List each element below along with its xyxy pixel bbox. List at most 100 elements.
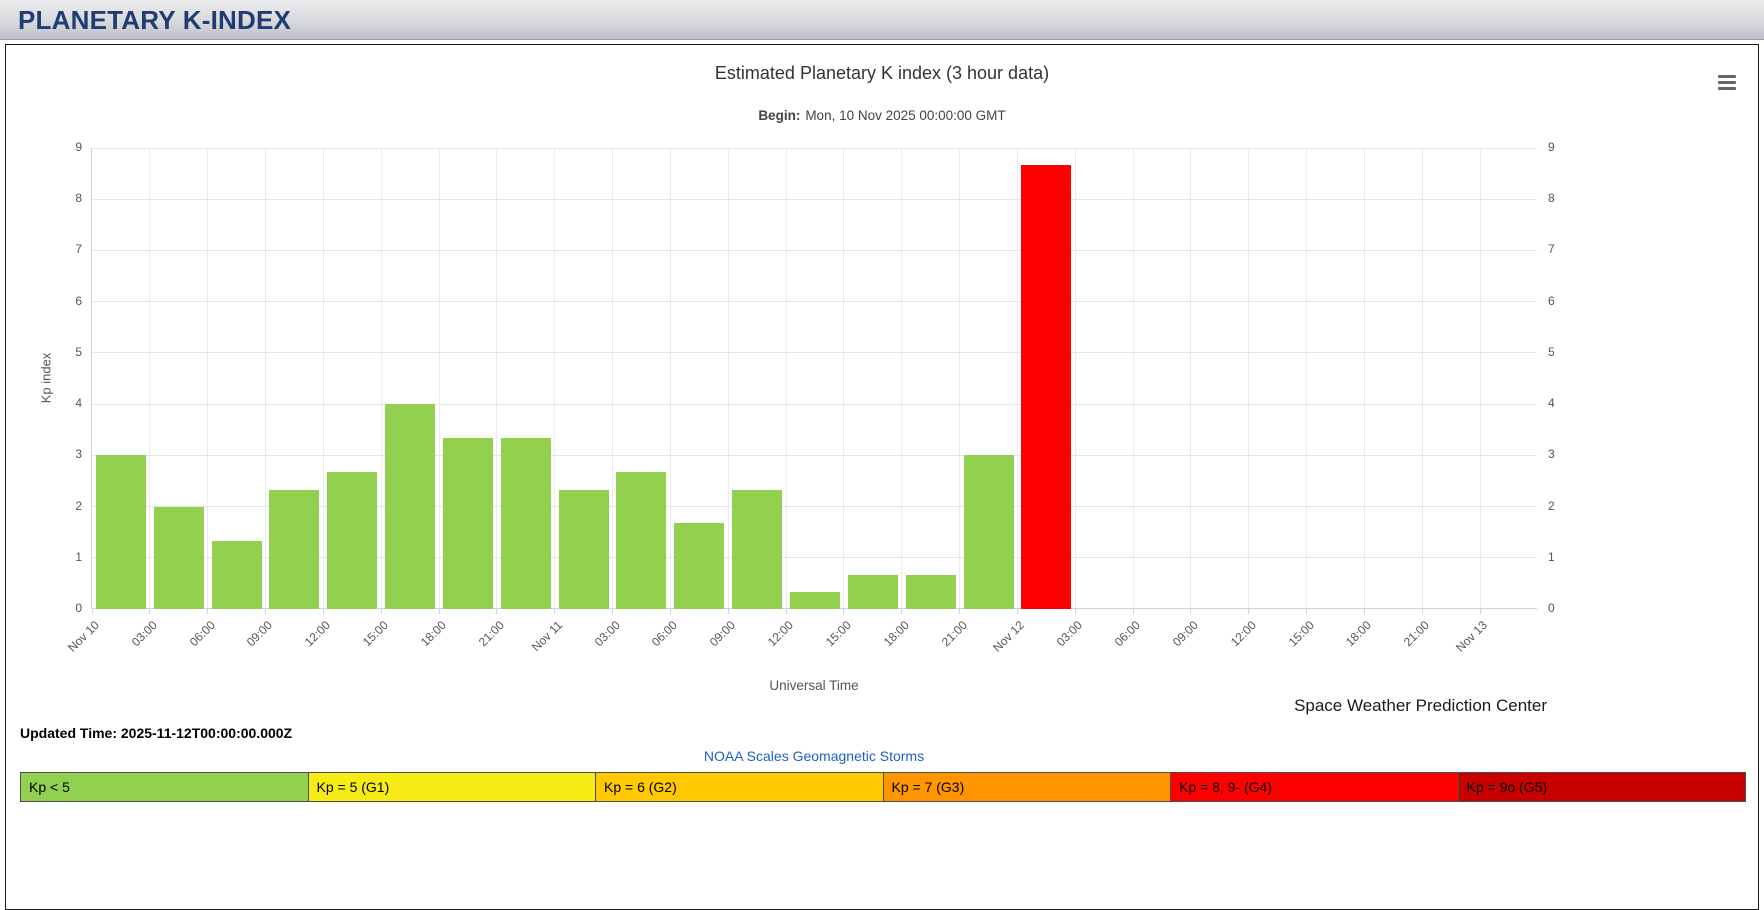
y-axis-label: 8 [75, 191, 82, 206]
kp-bar[interactable] [616, 472, 667, 609]
axis-tick [380, 609, 382, 614]
kp-bar[interactable] [211, 540, 262, 609]
chart-panel: Estimated Planetary K index (3 hour data… [5, 44, 1759, 910]
axis-tick [612, 609, 614, 614]
gridline [1016, 148, 1018, 608]
legend-item: Kp = 7 (G3) [883, 773, 1171, 801]
y-axis-label: 5 [75, 344, 82, 359]
axis-tick [785, 609, 787, 614]
axis-tick [1190, 609, 1192, 614]
y-axis-label: 6 [75, 293, 82, 308]
updated-time: Updated Time: 2025-11-12T00:00:00.000Z [20, 725, 292, 741]
axis-tick [1306, 609, 1308, 614]
axis-tick [727, 609, 729, 614]
kp-bar[interactable] [269, 489, 320, 609]
y-axis-label: 7 [1548, 242, 1555, 257]
y-axis-label: 5 [1548, 344, 1555, 359]
gridline [92, 403, 1537, 405]
gridline [322, 148, 324, 608]
y-axis-label: 4 [1548, 396, 1555, 411]
y-axis-label: 2 [1548, 498, 1555, 513]
gridline [92, 198, 1537, 200]
axis-tick [1248, 609, 1250, 614]
axis-tick [265, 609, 267, 614]
axis-tick [496, 609, 498, 614]
plot-area: 0 0 1 1 2 2 3 3 4 4 5 5 6 6 7 7 8 8 9 9 Nov 10 03:00 06:00 09:0… [65, 140, 1555, 655]
legend-item: Kp < 5 [21, 773, 309, 801]
axis-tick [959, 609, 961, 614]
axis-tick [901, 609, 903, 614]
axis-tick [149, 609, 151, 614]
axis-tick [554, 609, 556, 614]
kp-bar[interactable] [442, 438, 493, 609]
gridline [92, 557, 1537, 559]
updated-time-value: 2025-11-12T00:00:00.000Z [120, 725, 293, 741]
gridline [727, 148, 729, 608]
gridline [92, 147, 1537, 149]
gridline [785, 148, 787, 608]
chart-subtitle: Begin: Mon, 10 Nov 2025 00:00:00 GMT [6, 108, 1758, 123]
y-axis-label: 9 [1548, 140, 1555, 154]
y-axis-label: 0 [75, 601, 82, 615]
axis-tick [322, 609, 324, 614]
kp-bar[interactable] [1021, 164, 1072, 609]
gridline [1363, 148, 1365, 608]
chart-subtitle-label: Begin: [758, 108, 801, 123]
axis-tick [1363, 609, 1365, 614]
legend-item: Kp = 8, 9- (G4) [1171, 773, 1459, 801]
y-axis-label: 1 [75, 549, 82, 564]
x-axis-title: Universal Time [769, 678, 859, 693]
y-axis-label: 8 [1548, 191, 1555, 206]
y-axis-title: Kp index [38, 352, 54, 404]
gridline [1421, 148, 1423, 608]
hamburger-menu-icon[interactable] [1714, 71, 1740, 93]
kp-bar[interactable] [95, 455, 146, 609]
gridline [149, 148, 151, 608]
legend-item: Kp = 9o (G5) [1458, 773, 1745, 801]
gridline [92, 249, 1537, 251]
kp-bar[interactable] [327, 472, 378, 609]
y-axis-label: 0 [1548, 601, 1555, 615]
y-axis-label: 4 [75, 396, 82, 411]
kp-bar[interactable] [153, 506, 204, 609]
gridline [1132, 148, 1134, 608]
gridline [496, 148, 498, 608]
chart-title: Estimated Planetary K index (3 hour data… [714, 63, 1050, 83]
gridline [669, 148, 671, 608]
gridline [959, 148, 961, 608]
page-header: PLANETARY K-INDEX [0, 0, 1764, 40]
noaa-scales-link[interactable]: NOAA Scales Geomagnetic Storms [703, 748, 925, 764]
updated-time-label: Updated Time: [20, 725, 117, 741]
y-axis-label: 6 [1548, 293, 1555, 308]
gridline [843, 148, 845, 608]
gridline [554, 148, 556, 608]
kp-bar[interactable] [790, 592, 840, 609]
y-axis-label: 2 [75, 498, 82, 513]
gridline [1479, 148, 1481, 608]
swpc-credit: Space Weather Prediction Center [1294, 696, 1547, 715]
axis-tick [1479, 609, 1481, 614]
y-axis-label: 3 [1548, 447, 1555, 462]
kp-bar[interactable] [500, 438, 551, 609]
axis-tick [1132, 609, 1134, 614]
kp-bar[interactable] [963, 455, 1014, 609]
axis-tick [207, 609, 209, 614]
chart-subtitle-value: Mon, 10 Nov 2025 00:00:00 GMT [805, 108, 1006, 123]
gridline [1248, 148, 1250, 608]
gridline [612, 148, 614, 608]
y-axis-label: 1 [1548, 549, 1555, 564]
kp-bar[interactable] [674, 523, 725, 609]
gridline [92, 506, 1537, 508]
gridline [92, 454, 1537, 456]
axis-tick [1074, 609, 1076, 614]
kp-bar[interactable] [732, 489, 783, 609]
kp-bar[interactable] [385, 404, 436, 609]
kp-bar[interactable] [847, 574, 898, 609]
axis-tick [1421, 609, 1423, 614]
kp-bar[interactable] [905, 574, 956, 609]
gridline [1190, 148, 1192, 608]
gridline [438, 148, 440, 608]
kp-bar[interactable] [558, 489, 609, 609]
legend-item: Kp = 5 (G1) [308, 773, 596, 801]
axis-tick [1016, 609, 1018, 614]
